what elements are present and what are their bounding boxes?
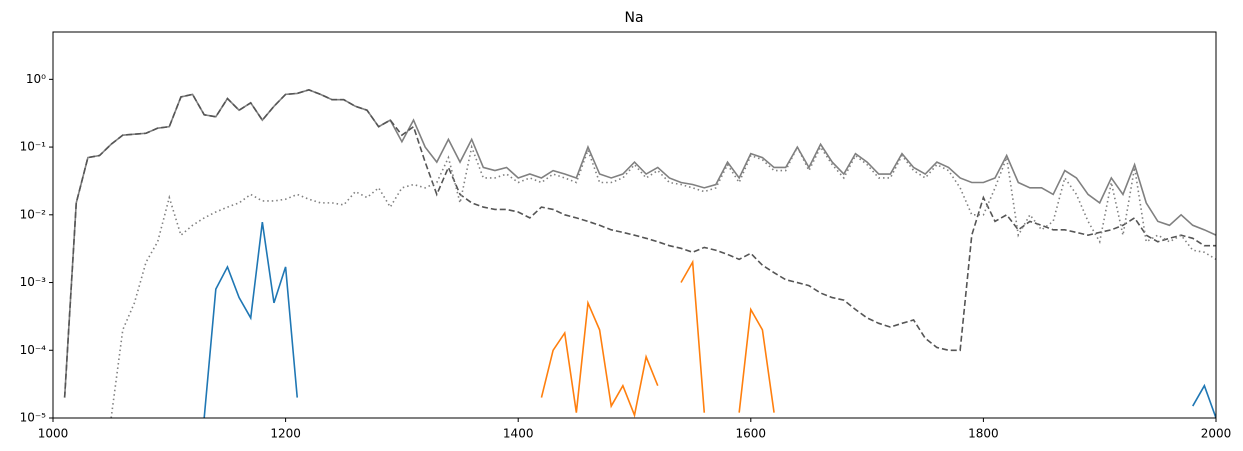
x-tick-label: 1200: [270, 427, 301, 441]
x-tick-label: 1600: [736, 427, 767, 441]
x-tick-label: 1800: [968, 427, 999, 441]
y-tick-label: 10⁻³: [20, 275, 47, 289]
series-line: [63, 88, 1216, 398]
y-tick-label: 10⁻²: [20, 207, 47, 221]
y-tick-label: 10⁻⁴: [20, 343, 47, 357]
series-line: [110, 144, 1216, 418]
y-tick-label: 10⁻¹: [20, 140, 47, 154]
y-tick-label: 10⁰: [26, 72, 46, 86]
x-tick-label: 1400: [503, 427, 534, 441]
plot-area: [63, 88, 1216, 418]
series-line: [1192, 383, 1216, 418]
series-line: [203, 221, 299, 418]
y-tick-label: 10⁻⁵: [20, 411, 47, 425]
series-line: [540, 299, 659, 418]
series-line: [680, 259, 706, 413]
axes-frame: [52, 31, 1217, 419]
series-line: [738, 306, 775, 413]
x-tick-label: 1000: [38, 427, 69, 441]
chart-title: Na: [624, 10, 643, 26]
x-tick-label: 2000: [1201, 427, 1232, 441]
